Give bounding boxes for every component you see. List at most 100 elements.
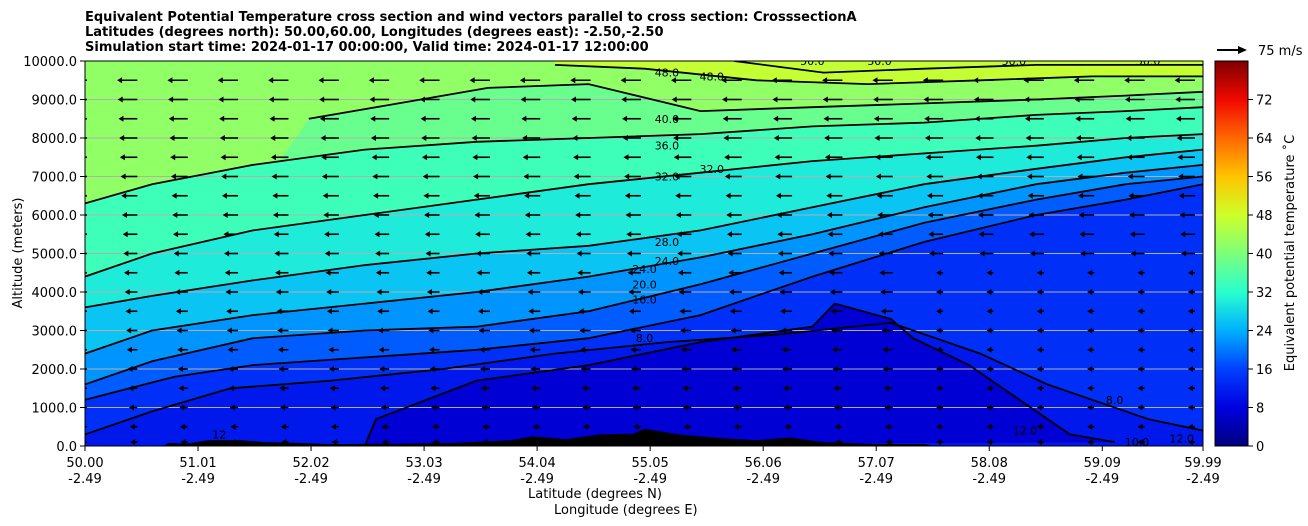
wind-vector-head	[986, 289, 992, 295]
wind-vector	[724, 173, 742, 180]
wind-vector	[1029, 231, 1044, 238]
wind-vector-head	[1137, 366, 1143, 372]
wind-vector	[122, 231, 138, 238]
wind-vector	[575, 212, 591, 218]
wind-vector	[85, 406, 87, 409]
wind-vector-head	[225, 289, 231, 295]
wind-vector	[774, 154, 793, 161]
wind-vector	[1036, 346, 1044, 353]
wind-vector	[725, 192, 742, 199]
x-tick-label-lat: 50.00	[66, 456, 103, 471]
wind-vector-head	[936, 439, 942, 446]
wind-vector-head	[224, 269, 230, 276]
wind-vector	[529, 346, 541, 353]
wind-vector	[834, 423, 843, 430]
wind-vector	[1178, 192, 1195, 199]
wind-vector	[1036, 366, 1044, 372]
wind-vector	[986, 385, 994, 392]
wind-vector	[671, 77, 692, 84]
wind-vector	[1036, 404, 1044, 411]
wind-vector	[1178, 173, 1195, 180]
wind-vector	[1079, 231, 1095, 238]
colorbar-tick-label: 56	[1256, 171, 1273, 186]
wind-vector-head	[419, 77, 425, 84]
y-tick-label: 0.0	[56, 440, 77, 455]
wind-vector-head	[779, 289, 785, 295]
wind-vector-head	[632, 404, 638, 411]
wind-vector	[986, 366, 994, 372]
wind-vector-head	[922, 77, 928, 84]
wind-vector-head	[680, 346, 686, 353]
wind-vector	[268, 96, 289, 103]
wind-vector-head	[428, 327, 434, 334]
wind-vector	[779, 289, 793, 295]
wind-vector	[280, 404, 289, 411]
wind-vectors	[72, 77, 1195, 446]
wind-vector	[117, 96, 138, 103]
wind-vector-head	[627, 269, 633, 276]
wind-vector-head	[226, 327, 232, 334]
wind-vector-head	[429, 366, 435, 372]
wind-vector	[1187, 346, 1195, 353]
wind-vector-head	[72, 231, 77, 237]
wind-vector	[924, 115, 944, 122]
wind-vector	[270, 154, 289, 161]
wind-vector-head	[533, 439, 539, 446]
wind-vector-head	[936, 404, 942, 411]
wind-vector	[733, 404, 742, 411]
wind-vector	[121, 212, 138, 218]
wind-vector	[882, 346, 893, 353]
wind-vector	[124, 269, 138, 276]
wind-vector-head	[173, 231, 179, 238]
wind-vector	[119, 154, 138, 161]
wind-vector-head	[927, 192, 933, 199]
contour-label: 50.0	[867, 55, 892, 68]
wind-vector-head	[380, 404, 386, 411]
wind-vector	[776, 212, 793, 218]
wind-vector	[525, 231, 541, 238]
wind-vector	[678, 289, 692, 295]
wind-vector	[782, 385, 793, 392]
wind-vector-head	[521, 115, 527, 122]
wind-vector	[474, 212, 490, 218]
wind-vector-head	[473, 192, 479, 199]
wind-vector	[422, 173, 440, 180]
wind-vector	[1087, 366, 1095, 372]
wind-vector-head	[281, 439, 287, 446]
wind-vector	[1036, 308, 1044, 315]
wind-vector-head	[1127, 173, 1133, 180]
wind-vector-head	[835, 439, 841, 446]
wind-vector	[180, 423, 188, 430]
wind-vector	[1077, 173, 1095, 180]
wind-vector	[1076, 135, 1095, 141]
wind-vector	[778, 269, 793, 276]
y-tick-label: 7000.0	[32, 171, 78, 186]
wind-vector	[278, 366, 289, 372]
wind-vector-head	[676, 231, 682, 238]
wind-vector-head	[582, 404, 588, 411]
wind-vector	[279, 385, 289, 392]
x-tick-label-lat: 54.04	[519, 456, 556, 471]
wind-vector-head	[1036, 308, 1042, 315]
wind-vector	[177, 346, 188, 353]
wind-vector-head	[329, 385, 335, 392]
wind-vector	[126, 327, 138, 334]
wind-vector	[430, 385, 440, 392]
wind-vector	[684, 439, 692, 446]
wind-vector-head	[782, 366, 788, 372]
wind-vector-head	[528, 308, 534, 315]
wind-vector	[128, 385, 138, 392]
colorbar-tick-label: 16	[1256, 363, 1273, 378]
wind-vector-head	[75, 308, 80, 314]
wind-vector	[172, 212, 188, 218]
wind-vector	[426, 269, 440, 276]
contour-line-48	[733, 61, 1203, 74]
wind-vector-head	[682, 404, 688, 411]
wind-vector-head	[126, 327, 132, 334]
wind-vector	[674, 173, 692, 180]
wind-vector-head	[728, 269, 734, 276]
wind-vector	[124, 289, 138, 295]
wind-vector	[171, 192, 188, 199]
wind-vector	[973, 96, 994, 103]
contour-line-8	[363, 302, 1115, 446]
